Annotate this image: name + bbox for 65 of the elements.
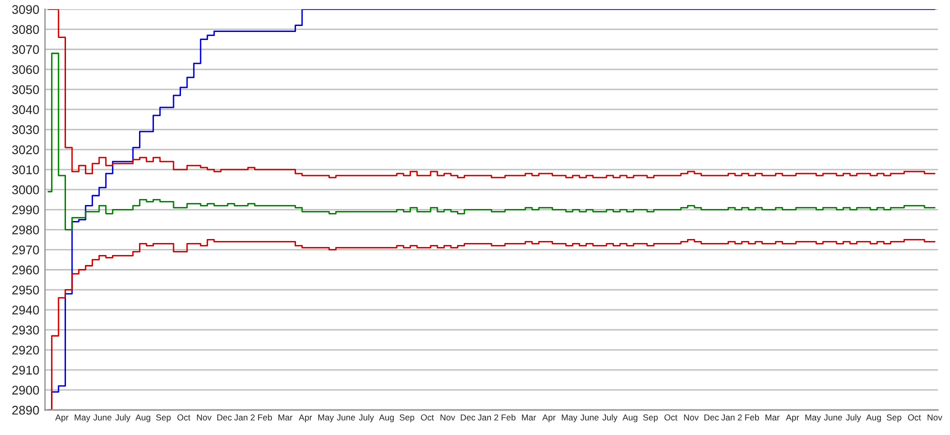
x-tick-label: Aug (622, 414, 638, 422)
x-tick-label: Mar (278, 414, 292, 420)
x-tick-label: May (318, 414, 334, 422)
y-tick-label: 2970 (12, 246, 39, 254)
x-tick-label: Oct (177, 414, 190, 420)
x-tick-label: Jan 2 (478, 414, 498, 420)
x-tick-label: Apr (542, 414, 556, 422)
y-tick-label: 3000 (12, 185, 39, 194)
y-tick-label: 3070 (12, 45, 39, 54)
y-tick-label: 3010 (12, 165, 39, 174)
x-tick-label: Feb (258, 414, 272, 420)
x-tick-label: Nov (928, 414, 942, 420)
x-tick-label: Dec (217, 414, 232, 420)
x-tick-label: July (846, 414, 862, 422)
x-tick-label: Feb (502, 414, 516, 420)
x-tick-label: June (824, 414, 842, 420)
x-tick-label: Sep (886, 414, 902, 422)
x-tick-label: Oct (908, 414, 921, 420)
y-tick-label: 2900 (12, 386, 39, 395)
x-tick-label: Aug (378, 414, 394, 422)
y-tick-label: 2940 (12, 306, 39, 314)
x-tick-label: Nov (197, 414, 212, 420)
y-tick-label: 3020 (12, 145, 39, 154)
x-tick-label: Apr (298, 414, 312, 422)
x-tick-label: June (336, 414, 356, 420)
x-tick-label: Apr (786, 414, 800, 422)
y-tick-label: 2950 (12, 286, 39, 294)
x-tick-label: Aug (135, 414, 150, 422)
y-tick-label: 2990 (12, 205, 39, 214)
x-tick-label: Aug (866, 414, 881, 422)
y-tick-label: 3080 (12, 25, 39, 34)
x-tick-label: Sep (643, 414, 658, 422)
x-tick-label: Sep (400, 414, 414, 422)
y-tick-label: 2890 (12, 406, 39, 415)
y-tick-label: 3060 (12, 65, 39, 74)
x-tick-label: May (562, 414, 578, 422)
y-tick-label: 3040 (12, 105, 39, 114)
y-tick-label: 3050 (12, 85, 39, 94)
x-tick-label: Dec (704, 414, 719, 420)
x-tick-label: Oct (664, 414, 678, 420)
y-tick-label: 3090 (12, 5, 39, 14)
x-tick-label: Feb (745, 414, 760, 420)
x-tick-label: July (602, 414, 618, 422)
x-tick-label: July (358, 414, 374, 422)
x-tick-label: Dec (460, 414, 476, 420)
x-tick-label: Apr (55, 414, 68, 422)
x-tick-label: Mar (522, 414, 536, 420)
y-tick-label: 3030 (12, 125, 39, 134)
y-tick-label: 2930 (12, 326, 39, 335)
x-tick-label: Nov (440, 414, 456, 420)
y-tick-label: 2910 (12, 366, 39, 375)
y-tick-label: 2920 (12, 346, 39, 355)
x-tick-label: June (93, 414, 112, 420)
x-tick-label: Oct (420, 414, 434, 420)
x-tick-label: July (115, 414, 130, 422)
x-tick-label: Mar (766, 414, 780, 420)
x-tick-label: May (74, 414, 90, 422)
y-tick-label: 2980 (12, 225, 39, 234)
x-tick-label: Nov (684, 414, 699, 420)
x-tick-label: June (580, 414, 599, 420)
y-tick-label: 2960 (12, 266, 39, 274)
x-tick-label: Jan 2 (234, 414, 255, 420)
x-tick-label: Jan 2 (721, 414, 742, 420)
x-tick-label: May (805, 414, 821, 422)
x-tick-label: Sep (156, 414, 171, 422)
